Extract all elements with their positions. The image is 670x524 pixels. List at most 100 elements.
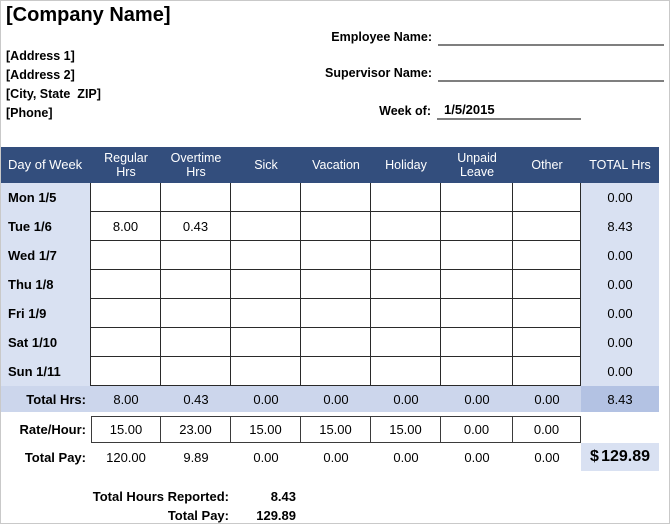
hours-input-cell[interactable] (301, 299, 371, 328)
hours-input-cell[interactable] (301, 328, 371, 357)
hours-input-cell[interactable] (371, 299, 441, 328)
hours-input-cell[interactable] (371, 328, 441, 357)
hours-input-cell[interactable] (301, 212, 371, 241)
column-header: Sick (254, 158, 278, 172)
hours-input-cell[interactable] (161, 328, 231, 357)
hours-input-cell[interactable] (231, 241, 301, 270)
rate-input-cell[interactable]: 15.00 (231, 416, 301, 443)
total-hrs-grand-total: 8.43 (581, 386, 659, 412)
hours-input-cell[interactable] (161, 270, 231, 299)
supervisor-name-row: Supervisor Name: (325, 63, 664, 82)
hours-input-cell[interactable] (513, 241, 581, 270)
hours-input-cell[interactable] (441, 299, 513, 328)
total-hrs-value: 0.00 (393, 391, 419, 407)
hours-input-cell[interactable] (441, 270, 513, 299)
hours-input-cell[interactable] (301, 241, 371, 270)
column-header: Other (531, 158, 563, 172)
hours-input-cell[interactable] (513, 299, 581, 328)
total-hrs-value: 8.00 (113, 391, 139, 407)
week-of-row: Week of: 1/5/2015 (379, 101, 581, 120)
employee-name-field[interactable] (438, 27, 664, 46)
total-pay-label: Total Pay: (24, 449, 86, 465)
rate-input-cell[interactable]: 23.00 (161, 416, 231, 443)
company-address-block: [Address 1] [Address 2] [City, State ZIP… (6, 47, 101, 123)
hours-input-cell[interactable] (231, 183, 301, 212)
rate-input-cell[interactable]: 15.00 (301, 416, 371, 443)
hours-input-cell[interactable] (161, 183, 231, 212)
total-pay-amount: 129.89 (601, 448, 650, 465)
total-hrs-value: 0.00 (464, 391, 490, 407)
day-label: Sun 1/11 (1, 357, 91, 386)
rate-input-cell[interactable]: 0.00 (513, 416, 581, 443)
pay-value: 0.00 (253, 449, 279, 465)
rate-input-cell[interactable]: 0.00 (441, 416, 513, 443)
day-label: Wed 1/7 (1, 241, 91, 270)
row-total-cell: 0.00 (581, 299, 659, 328)
total-hrs-values: 8.00 0.43 0.00 0.00 0.00 0.00 0.00 (91, 386, 581, 412)
total-pay-grand-total: $ 129.89 (581, 443, 659, 471)
company-name: [Company Name] (6, 4, 171, 26)
hours-input-cell[interactable] (371, 212, 441, 241)
hours-input-cell[interactable] (441, 183, 513, 212)
day-label: Thu 1/8 (1, 270, 91, 299)
currency-symbol: $ (590, 448, 599, 465)
hours-input-cell[interactable] (441, 357, 513, 386)
hours-input-cell[interactable] (161, 299, 231, 328)
hours-input-cell[interactable] (301, 357, 371, 386)
summary-total-pay-label: Total Pay: (167, 508, 229, 523)
row-total-cell: 0.00 (581, 270, 659, 299)
hours-input-cell[interactable] (441, 212, 513, 241)
total-hrs-value: 0.00 (323, 391, 349, 407)
hours-input-cell[interactable] (301, 270, 371, 299)
hours-input-cell[interactable] (91, 241, 161, 270)
hours-input-cell[interactable] (371, 357, 441, 386)
hours-input-cell[interactable]: 0.43 (161, 212, 231, 241)
hours-input-cell[interactable] (91, 299, 161, 328)
table-row: Fri 1/9 0.00 (1, 299, 659, 328)
row-total-cell: 0.00 (581, 357, 659, 386)
hours-input-cell[interactable]: 8.00 (91, 212, 161, 241)
hours-input-cell[interactable] (441, 328, 513, 357)
hours-input-cell[interactable] (371, 270, 441, 299)
table-row: Wed 1/7 0.00 (1, 241, 659, 270)
total-hours-reported-value: 8.43 (270, 489, 296, 504)
column-header: Overtime Hrs (170, 151, 222, 179)
hours-input-cell[interactable] (513, 328, 581, 357)
pay-value: 0.00 (464, 449, 490, 465)
employee-name-row: Employee Name: (331, 27, 664, 46)
hours-input-cell[interactable] (231, 299, 301, 328)
rate-input-cell[interactable]: 15.00 (91, 416, 161, 443)
hours-input-cell[interactable] (371, 241, 441, 270)
hours-input-cell[interactable] (231, 270, 301, 299)
rate-per-hour-row: Rate/Hour: 15.00 23.00 15.00 15.00 15.00 0.00… (1, 416, 659, 443)
total-hrs-row: Total Hrs: 8.00 0.43 0.00 0.00 0.00 0.00 0.00 … (1, 386, 659, 412)
hours-input-cell[interactable] (231, 212, 301, 241)
total-hrs-value: 0.43 (183, 391, 209, 407)
hours-input-cell[interactable] (513, 212, 581, 241)
hours-input-cell[interactable] (231, 328, 301, 357)
hours-input-cell[interactable] (161, 241, 231, 270)
table-row: Sun 1/11 0.00 (1, 357, 659, 386)
pay-value: 0.00 (323, 449, 349, 465)
hours-input-cell[interactable] (301, 183, 371, 212)
total-hours-reported-label: Total Hours Reported: (92, 489, 229, 504)
hours-input-cell[interactable] (91, 183, 161, 212)
hours-input-cell[interactable] (513, 183, 581, 212)
table-body: Mon 1/5 0.00 Tue 1/6 8.00 0.43 8.43 Wed 1/7 0.0… (1, 183, 659, 386)
hours-input-cell[interactable] (441, 241, 513, 270)
hours-input-cell[interactable] (513, 357, 581, 386)
row-total-cell: 0.00 (581, 183, 659, 212)
hours-input-cell[interactable] (371, 183, 441, 212)
hours-input-cell[interactable] (513, 270, 581, 299)
hours-input-cell[interactable] (91, 357, 161, 386)
rate-input-cell[interactable]: 15.00 (371, 416, 441, 443)
hours-input-cell[interactable] (91, 270, 161, 299)
hours-input-cell[interactable] (91, 328, 161, 357)
week-of-field[interactable]: 1/5/2015 (437, 101, 581, 120)
hours-input-cell[interactable] (161, 357, 231, 386)
hours-input-cell[interactable] (231, 357, 301, 386)
pay-values: 120.00 9.89 0.00 0.00 0.00 0.00 0.00 (91, 443, 581, 471)
column-header: Holiday (385, 158, 427, 172)
supervisor-name-field[interactable] (438, 63, 664, 82)
